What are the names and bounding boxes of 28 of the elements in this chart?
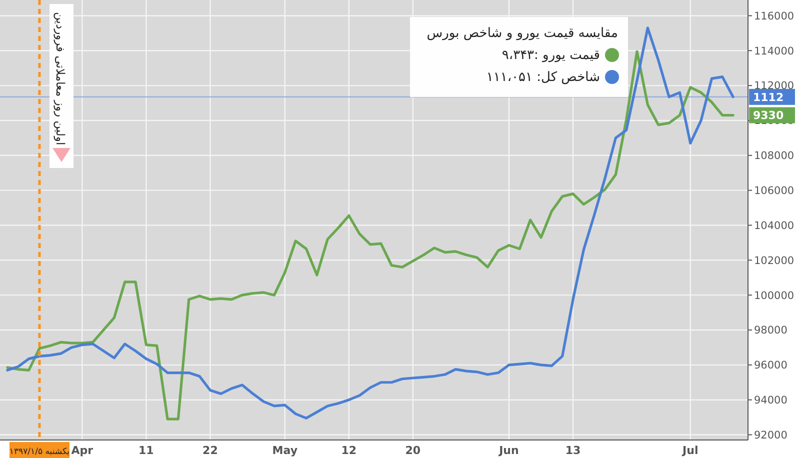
y-tick-label: 96000 [754,360,788,372]
x-tick-label: یکشنبه ۱۳۹۷/۱/۵ [9,447,70,457]
y-tick-label: 112000 [754,80,794,92]
y-tick-label: 116000 [754,10,794,22]
x-tick-label: Apr [71,444,94,457]
y-tick-label: 104000 [754,220,794,232]
text: 9330 [753,109,784,122]
ref-line-label: اولین روز معاملاتی فروردین [53,12,68,146]
x-tick-label: 12 [341,444,357,457]
x-tick-label: 13 [565,444,581,457]
x-tick-label: 22 [202,444,218,457]
x-tick-label: May [272,444,298,457]
text: 1112 [753,90,784,104]
legend-title: مقایسه قیمت یورو و شاخص بورس [426,26,618,41]
y-tick-label: 100000 [754,290,794,302]
y-tick-label: 108000 [754,150,794,162]
y-tick-label: 94000 [754,394,788,407]
x-tick-label: 20 [405,444,421,457]
y-tick-label: 92000 [754,429,788,442]
y-tick-label: 106000 [754,184,794,197]
x-tick-label: 11 [138,444,154,457]
legend-label: قیمت یورو :۹،۳۴۳ [502,48,600,63]
x-tick-label: Jun [498,444,519,457]
y-tick-label: 114000 [754,45,794,58]
legend-label: شاخص کل: ۱۱۱،۰۵۱ [486,70,600,85]
y-tick-label: 102000 [754,254,794,267]
x-tick-label: Jul [682,444,698,457]
y-tick-label: 98000 [754,324,788,337]
